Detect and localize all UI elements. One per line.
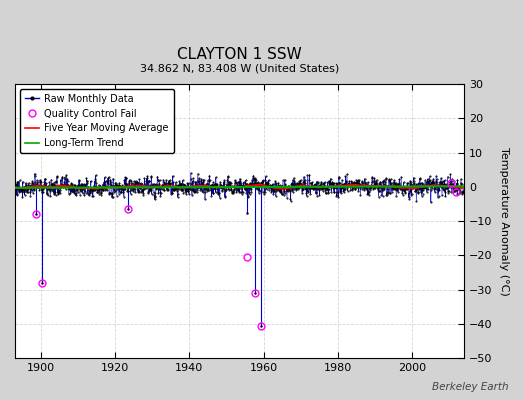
Y-axis label: Temperature Anomaly (°C): Temperature Anomaly (°C)	[499, 147, 509, 296]
Text: 34.862 N, 83.408 W (United States): 34.862 N, 83.408 W (United States)	[140, 63, 339, 73]
Title: CLAYTON 1 SSW: CLAYTON 1 SSW	[177, 47, 302, 62]
Text: Berkeley Earth: Berkeley Earth	[432, 382, 508, 392]
Legend: Raw Monthly Data, Quality Control Fail, Five Year Moving Average, Long-Term Tren: Raw Monthly Data, Quality Control Fail, …	[20, 89, 173, 153]
